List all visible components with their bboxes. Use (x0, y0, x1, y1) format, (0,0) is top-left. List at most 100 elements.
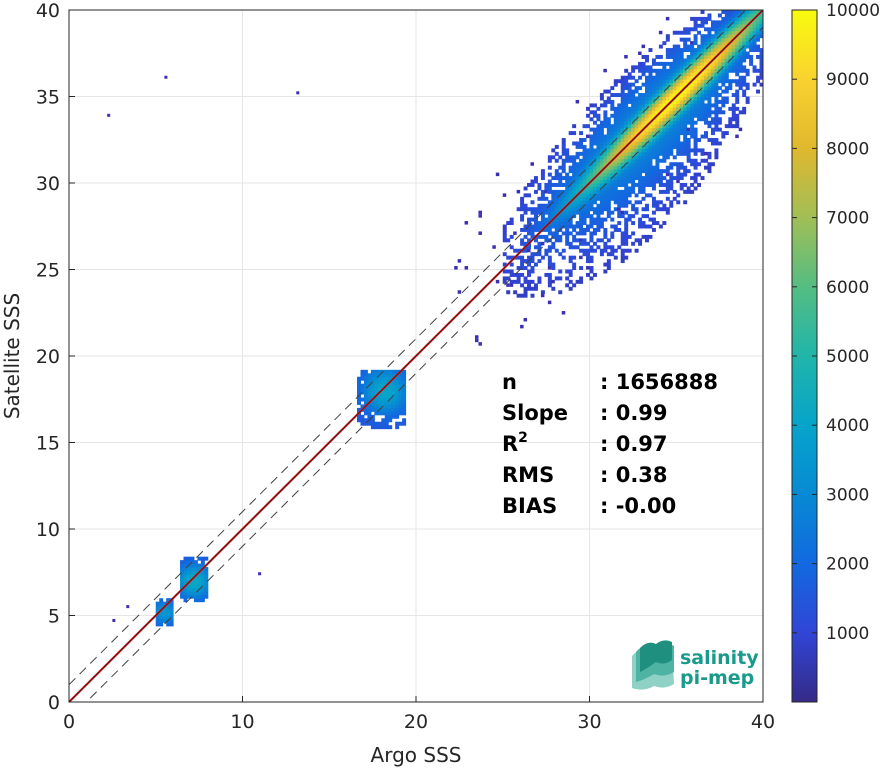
density-cell (742, 13, 747, 18)
density-cell (384, 418, 389, 423)
density-cell (697, 48, 702, 53)
density-cell (641, 214, 646, 219)
density-cell (506, 221, 511, 226)
density-cell (710, 68, 715, 73)
density-cell (742, 79, 747, 84)
density-cell (651, 210, 656, 215)
density-cell (193, 570, 198, 575)
density-cell (662, 99, 667, 104)
density-cell (388, 394, 393, 399)
density-cell (592, 248, 597, 253)
density-cell (367, 373, 372, 378)
density-cell (395, 369, 400, 374)
density-cell (658, 169, 663, 174)
density-cell (620, 200, 625, 205)
density-cell (627, 134, 632, 139)
density-cell (565, 158, 570, 163)
density-cell (700, 48, 705, 53)
density-cell (665, 210, 670, 215)
density-cell (620, 120, 625, 125)
density-cell (697, 103, 702, 108)
density-cell (752, 23, 757, 28)
density-cell (742, 89, 747, 94)
density-cell (683, 99, 688, 104)
density-cell (721, 61, 726, 66)
density-cell (738, 51, 743, 56)
density-cell (710, 23, 715, 28)
density-cell (665, 16, 670, 21)
density-cell (523, 227, 528, 232)
density-cell (756, 37, 761, 42)
density-cell (634, 193, 639, 198)
density-cell (599, 183, 604, 187)
density-cell (693, 61, 698, 66)
density-cell (596, 138, 601, 142)
density-cell (572, 234, 577, 239)
density-cell (714, 51, 719, 56)
density-cell (363, 387, 368, 392)
density-cell (513, 272, 518, 277)
density-cell (641, 96, 646, 101)
density-cell (554, 158, 559, 163)
density-cell (381, 397, 386, 402)
density-cell (610, 155, 615, 160)
density-cell (579, 141, 584, 146)
density-cell (648, 179, 653, 184)
density-cell (520, 238, 525, 243)
density-cell (634, 120, 639, 125)
density-cell (676, 179, 680, 184)
density-cell (645, 127, 649, 132)
density-cell (565, 234, 570, 239)
density-cell (710, 93, 715, 97)
density-cell (370, 390, 375, 395)
density-cell (579, 210, 584, 215)
density-cell (641, 44, 646, 49)
density-cell (384, 376, 389, 381)
density-cell (651, 120, 656, 125)
density-cell (683, 189, 688, 194)
density-cell (190, 591, 195, 596)
density-cell (610, 196, 615, 201)
density-cell (704, 37, 708, 42)
density-cell (381, 383, 386, 388)
density-cell (610, 217, 615, 222)
density-cell (186, 591, 191, 596)
density-cell (731, 61, 736, 66)
density-cell (558, 176, 563, 181)
density-cell (551, 193, 556, 198)
density-cell (204, 587, 209, 592)
density-cell (568, 203, 573, 208)
density-cell (547, 276, 552, 281)
density-cell (704, 117, 708, 122)
colorbar-tick-label: 6000 (826, 278, 869, 298)
density-cell (690, 148, 695, 153)
density-cell (700, 75, 705, 80)
density-cell (377, 380, 382, 385)
density-cell (603, 162, 608, 167)
density-cell (610, 245, 615, 250)
density-cell (568, 221, 573, 226)
density-cell (658, 44, 663, 49)
density-cell (686, 58, 691, 63)
density-cell (638, 120, 643, 125)
density-cell (662, 103, 667, 108)
density-cell (575, 151, 580, 156)
density-cell (603, 217, 608, 222)
density-cell (627, 234, 632, 239)
density-cell (714, 23, 719, 28)
density-cell (575, 210, 580, 215)
density-cell (561, 169, 566, 174)
density-cell (749, 44, 754, 49)
density-cell (648, 234, 653, 239)
density-cell (603, 186, 608, 191)
density-cell (645, 162, 649, 167)
density-cell (690, 183, 695, 187)
density-cell (398, 380, 403, 385)
density-cell (402, 390, 407, 395)
density-cell (568, 259, 573, 264)
density-cell (575, 231, 580, 236)
density-cell (759, 72, 763, 77)
density-cell (575, 196, 580, 201)
density-cell (592, 207, 597, 212)
density-cell (672, 110, 677, 115)
